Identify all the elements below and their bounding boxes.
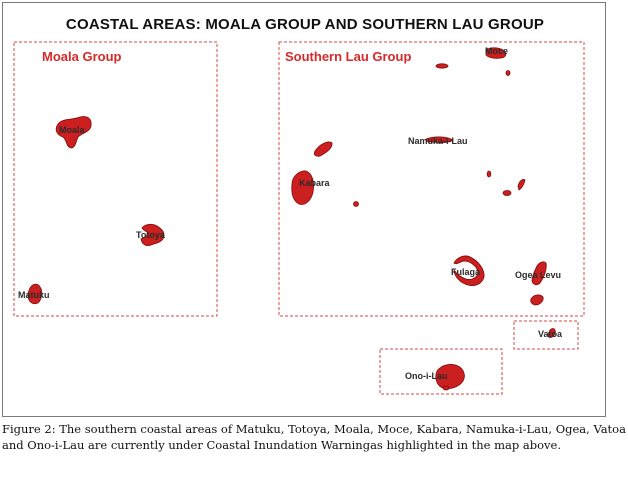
figure-caption: Figure 2: The southern coastal areas of … <box>2 422 626 452</box>
southern-lau-group-box <box>278 41 585 317</box>
ono-i-lau-island <box>435 364 465 389</box>
southern-lau-group-label: Southern Lau Group <box>285 49 411 64</box>
moce-island <box>485 47 507 59</box>
islet-east-c <box>517 179 526 191</box>
label-ono: Ono-i-Lau <box>405 371 448 381</box>
kabara-islet <box>353 201 359 207</box>
ogea-levu-island <box>531 261 547 286</box>
map-canvas: Moala Group Southern Lau Group <box>13 41 585 395</box>
totoya-island <box>140 223 165 247</box>
fulaga-island <box>453 255 485 286</box>
vatoa-box <box>513 320 579 350</box>
ono-i-lau-box <box>379 348 503 395</box>
islet-north-kabara <box>313 141 333 157</box>
moala-group-box <box>13 41 218 317</box>
moala-island <box>55 116 92 149</box>
kabara-island <box>291 170 314 205</box>
label-totoya: Totoya <box>136 230 166 240</box>
matuku-island <box>27 283 43 305</box>
vatoa-island <box>547 328 556 338</box>
ogea-driki-island <box>530 294 544 306</box>
label-matuku: Matuku <box>18 290 50 300</box>
map-title: COASTAL AREAS: MOALA GROUP AND SOUTHERN … <box>65 16 545 33</box>
label-moala: Moala <box>59 125 86 135</box>
map-frame: COASTAL AREAS: MOALA GROUP AND SOUTHERN … <box>2 2 606 417</box>
label-ogea: Ogea Levu <box>515 270 561 280</box>
ono-i-lau-islet <box>442 385 450 391</box>
moala-group-label: Moala Group <box>42 49 122 64</box>
moce-islet-b <box>505 70 511 76</box>
islet-east-b <box>502 190 512 196</box>
islet-east-a <box>486 170 492 178</box>
label-fulaga: Fulaga <box>451 267 481 277</box>
label-vatoa: Vatoa <box>538 329 563 339</box>
namuka-island <box>425 136 454 143</box>
label-kabara: Kabara <box>299 178 331 188</box>
moce-islet-a <box>435 63 449 69</box>
label-namuka: Namuka-i-Lau <box>408 136 468 146</box>
label-moce: Moce <box>485 46 508 56</box>
